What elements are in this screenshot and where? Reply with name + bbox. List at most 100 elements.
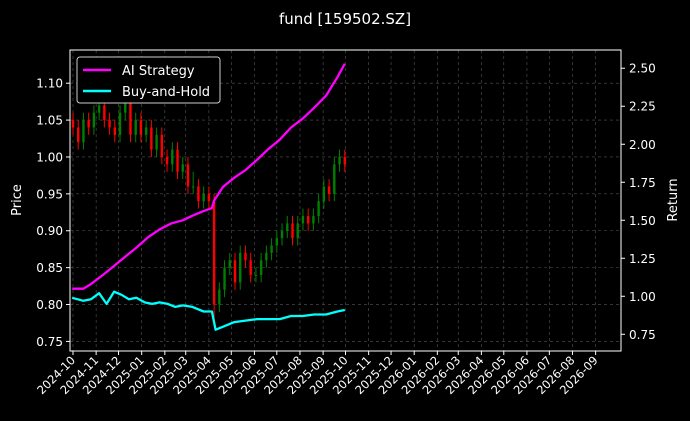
y-tick-label-right: 2.50 bbox=[629, 62, 656, 76]
candle-body bbox=[165, 156, 169, 165]
candle bbox=[108, 112, 111, 135]
candle-body bbox=[108, 120, 111, 128]
candle-body bbox=[82, 120, 85, 143]
candle bbox=[144, 120, 148, 143]
legend-box bbox=[76, 56, 221, 104]
candle bbox=[338, 149, 341, 172]
candle-body bbox=[207, 193, 211, 202]
candle-body bbox=[144, 127, 148, 135]
candle bbox=[306, 208, 310, 231]
chart-title: fund [159502.SZ] bbox=[279, 10, 411, 28]
candle-body bbox=[139, 120, 143, 135]
candle-body bbox=[249, 260, 252, 276]
y-axis-label-left: Price bbox=[10, 184, 25, 216]
candlesticks bbox=[71, 90, 346, 327]
candle-body bbox=[171, 149, 174, 165]
candle bbox=[223, 260, 226, 298]
candle-body bbox=[239, 252, 242, 283]
candle-body bbox=[103, 105, 106, 121]
candle bbox=[197, 179, 200, 209]
candle-body bbox=[176, 149, 179, 172]
candle-body bbox=[343, 156, 346, 165]
y-tick-label-left: 0.75 bbox=[36, 335, 63, 349]
candle bbox=[118, 105, 122, 143]
candle bbox=[333, 156, 336, 202]
candle-body bbox=[113, 127, 116, 135]
candle-body bbox=[333, 164, 336, 194]
y-tick-label-right: 1.75 bbox=[629, 176, 656, 190]
candle bbox=[191, 171, 195, 194]
candle bbox=[160, 127, 164, 165]
candle-body bbox=[259, 260, 263, 276]
candle-body bbox=[134, 120, 137, 135]
candle-body bbox=[338, 156, 341, 165]
candle bbox=[228, 252, 231, 276]
candle-body bbox=[317, 201, 320, 216]
candle bbox=[181, 156, 184, 180]
candle bbox=[233, 252, 237, 290]
candle bbox=[165, 149, 169, 172]
candle bbox=[92, 105, 96, 135]
candle bbox=[317, 193, 320, 224]
candle bbox=[212, 193, 216, 327]
candle-body bbox=[301, 215, 305, 224]
candle-body bbox=[254, 275, 258, 277]
candle bbox=[327, 179, 331, 202]
candle-body bbox=[327, 186, 331, 194]
candle-body bbox=[191, 186, 195, 188]
candle-body bbox=[212, 201, 216, 305]
candle-body bbox=[280, 230, 284, 239]
y-tick-label-right: 0.75 bbox=[629, 328, 656, 342]
candle-body bbox=[97, 105, 101, 113]
candle-body bbox=[306, 215, 310, 224]
candle bbox=[322, 179, 326, 209]
candle-body bbox=[296, 223, 299, 239]
y-tick-label-right: 1.00 bbox=[629, 290, 656, 304]
candle bbox=[186, 156, 190, 194]
y-tick-label-left: 1.00 bbox=[36, 150, 63, 164]
candle bbox=[218, 282, 221, 312]
candle bbox=[291, 215, 294, 246]
candle-body bbox=[202, 193, 205, 202]
candle-body bbox=[186, 164, 190, 187]
candle-body bbox=[218, 289, 221, 305]
candle bbox=[239, 245, 242, 290]
candle-body bbox=[197, 186, 200, 202]
candle-body bbox=[223, 267, 226, 290]
candle bbox=[139, 112, 143, 143]
series-lines bbox=[71, 63, 346, 331]
candle bbox=[280, 223, 284, 246]
y-tick-label-right: 1.25 bbox=[629, 252, 656, 266]
y-tick-label-left: 1.05 bbox=[36, 114, 63, 128]
candle bbox=[249, 252, 252, 283]
candle bbox=[301, 208, 305, 231]
candle bbox=[150, 120, 153, 157]
y-tick-label-left: 0.85 bbox=[36, 261, 63, 275]
legend-label-ai-strategy: AI Strategy bbox=[122, 64, 195, 79]
y-tick-label-right: 2.25 bbox=[629, 100, 656, 114]
candle-body bbox=[124, 97, 127, 113]
candle-body bbox=[322, 186, 326, 202]
legend-label-buy-and-hold: Buy-and-Hold bbox=[122, 85, 210, 100]
candle-body bbox=[265, 252, 268, 261]
candle bbox=[176, 142, 179, 180]
candle bbox=[244, 245, 247, 268]
candle-body bbox=[228, 260, 231, 268]
candle-body bbox=[77, 127, 80, 143]
candle bbox=[296, 215, 299, 246]
candle-body bbox=[181, 164, 184, 172]
candle bbox=[312, 208, 315, 231]
candle bbox=[134, 112, 137, 143]
candle bbox=[259, 252, 263, 283]
y-tick-label-left: 0.80 bbox=[36, 298, 63, 312]
candle-body bbox=[118, 112, 122, 135]
y-tick-label-left: 1.10 bbox=[36, 77, 63, 91]
candle bbox=[265, 245, 268, 268]
candle bbox=[286, 215, 289, 239]
series-line-buy-and-hold bbox=[71, 290, 346, 331]
candle bbox=[113, 120, 116, 143]
candle bbox=[254, 267, 258, 283]
candle bbox=[77, 120, 80, 150]
legend: AI Strategy Buy-and-Hold bbox=[76, 56, 221, 104]
